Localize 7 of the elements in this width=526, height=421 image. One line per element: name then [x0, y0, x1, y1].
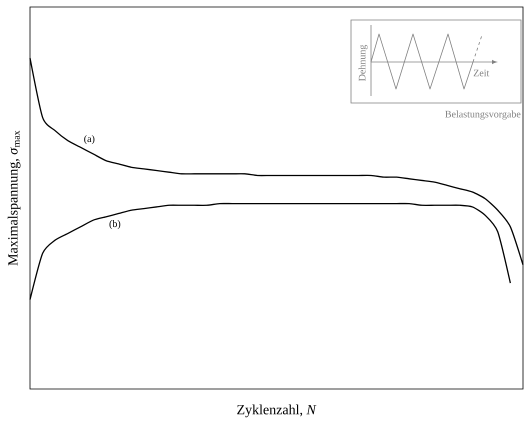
- annotation: Dehnung: [358, 45, 368, 82]
- series-label: (a): [84, 135, 94, 144]
- annotation: Zeit: [474, 70, 490, 77]
- x-axis-title: Zyklenzahl, N: [237, 404, 316, 418]
- series-label: (b): [109, 220, 120, 230]
- annotation: Belastungsvorgabe: [445, 110, 520, 120]
- y-axis-title: Maximalspannung, σ$_{max}$: [8, 130, 20, 266]
